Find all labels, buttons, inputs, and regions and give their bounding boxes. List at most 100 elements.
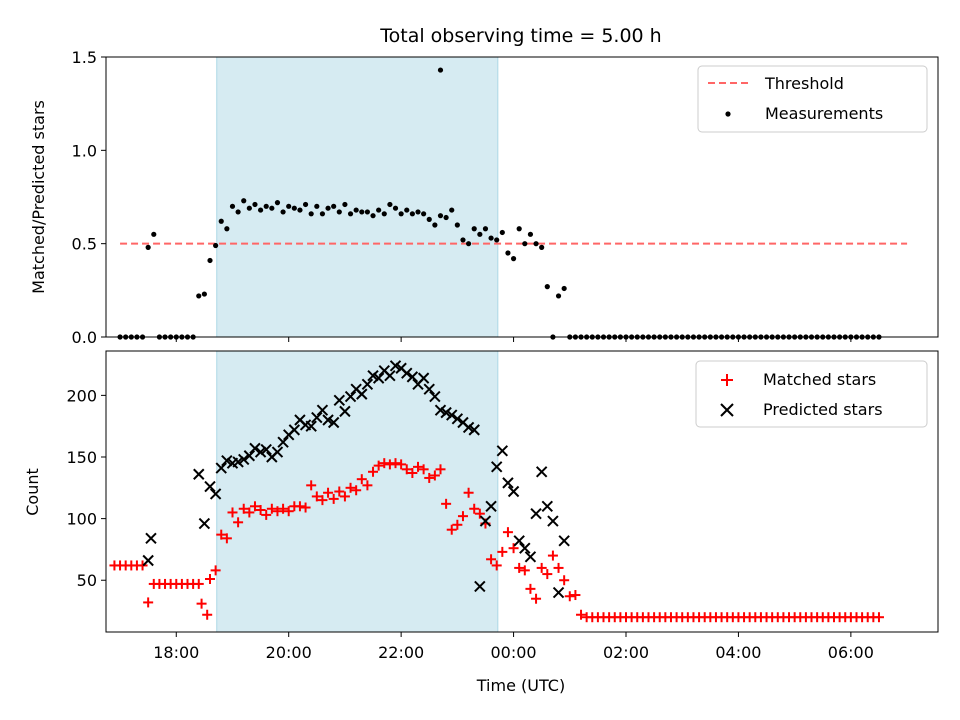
matched-stars-point [255, 504, 266, 515]
top-measurement-point [482, 226, 489, 232]
top-measurement-point [392, 205, 399, 211]
bottom-panel: Count Time (UTC) 50 100 150 200 18:00 20:00 22… [23, 350, 939, 695]
top-measurement-point [477, 231, 483, 237]
top-measurement-point [280, 209, 286, 215]
predicted-stars-point [446, 409, 458, 421]
matched-stars-point [873, 612, 884, 623]
predicted-stars-point [142, 554, 154, 567]
bottom-x-tick-label: 06:00 [828, 643, 874, 662]
predicted-stars-point [339, 405, 351, 418]
matched-stars-point [519, 565, 530, 576]
top-measurement-point [561, 285, 567, 292]
matched-stars-point [452, 519, 463, 530]
top-measurement-point [398, 211, 404, 217]
predicted-stars-point [507, 485, 520, 498]
top-measurement-point [319, 211, 326, 217]
legend-label-measurements: Measurements [765, 104, 883, 123]
top-measurement-point [246, 205, 252, 211]
top-observing-window [216, 56, 499, 338]
matched-stars-point [564, 591, 575, 602]
predicted-stars-point [479, 515, 492, 527]
top-measurement-point [522, 241, 528, 247]
matched-stars-point [474, 508, 485, 519]
top-measurement-point [297, 207, 303, 213]
measurements-legend-swatch [725, 111, 731, 117]
matched-stars-point [570, 590, 581, 601]
matched-stars-point [491, 560, 502, 571]
top-measurement-point [465, 241, 472, 247]
matched-stars-point [345, 482, 356, 493]
predicted-stars-point [451, 413, 464, 425]
top-measurement-point [443, 214, 449, 221]
matched-stars-point [249, 501, 260, 512]
predicted-stars-point [209, 488, 222, 500]
matched-stars-point [502, 527, 513, 538]
matched-stars-point [334, 486, 345, 497]
matched-stars-point [469, 503, 480, 514]
matched-stars-point [514, 562, 525, 573]
predicted-stars-point [221, 454, 233, 467]
matched-stars-point [542, 569, 553, 580]
predicted-stars-point [356, 388, 368, 400]
matched-stars-point [486, 554, 497, 565]
matched-stars-point [244, 507, 255, 518]
matched-stars-point [233, 517, 244, 528]
top-measurement-point [347, 211, 354, 217]
matched-stars-point [396, 459, 407, 470]
top-measurement-point [336, 209, 342, 215]
top-measurement-point [257, 207, 264, 213]
predicted-stars-point [322, 414, 334, 426]
top-y-axis-label: Matched/Predicted stars [29, 100, 48, 294]
matched-stars-point [317, 495, 328, 506]
matched-stars-point [362, 480, 373, 491]
top-measurement-point [252, 201, 258, 208]
matched-stars-point [210, 565, 221, 576]
matched-stars-point [525, 583, 536, 594]
predicted-stars-point [468, 424, 480, 436]
matched-stars-point [283, 506, 294, 517]
predicted-stars-point [271, 446, 284, 458]
top-measurement-point [342, 201, 348, 208]
predicted-stars-point [547, 515, 559, 527]
top-measurement-point [274, 200, 281, 206]
matched-stars-point [294, 501, 305, 512]
bottom-legend-box [695, 360, 928, 428]
predicted-stars-point [417, 372, 430, 384]
matched-stars-point [384, 459, 395, 470]
top-measurement-point [196, 293, 202, 299]
matched-stars-point [463, 487, 474, 498]
matched-stars-point [536, 562, 547, 573]
bottom-x-tick-label: 00:00 [491, 643, 537, 662]
matched-stars-point [278, 503, 289, 514]
top-measurement-point [241, 198, 247, 204]
matched-stars-point [238, 503, 249, 514]
top-measurement-point [376, 207, 382, 213]
predicted-stars-point [434, 404, 447, 416]
predicted-stars-point [238, 453, 250, 466]
matched-stars-point [339, 491, 350, 502]
top-measurement-point [302, 201, 309, 208]
bottom-y-tick-label: 50 [77, 571, 97, 590]
top-plot-area: 0.0 0.5 1.0 1.5 [72, 48, 939, 347]
matched-stars-point [221, 533, 232, 544]
matched-legend-swatch [721, 374, 733, 386]
top-measurement-point [331, 203, 337, 209]
top-measurement-point [235, 209, 241, 215]
bottom-x-tick-label: 18:00 [153, 643, 199, 662]
predicted-stars-point [389, 360, 402, 372]
bottom-x-tick-label: 02:00 [603, 643, 649, 662]
bottom-axes-frame [105, 350, 939, 633]
top-measurement-point [325, 205, 331, 211]
top-measurement-point [437, 67, 444, 73]
matched-stars-point [576, 609, 587, 620]
top-measurement-point [432, 222, 438, 228]
matched-stars-point [323, 487, 334, 498]
top-measurement-point [471, 226, 477, 232]
predicted-stars-point [333, 394, 346, 407]
predicted-stars-point [277, 436, 289, 448]
bottom-x-tick-label: 04:00 [715, 643, 761, 662]
matched-stars-point [547, 550, 558, 561]
matched-stars-point [202, 609, 213, 620]
top-measurement-point [387, 201, 393, 208]
